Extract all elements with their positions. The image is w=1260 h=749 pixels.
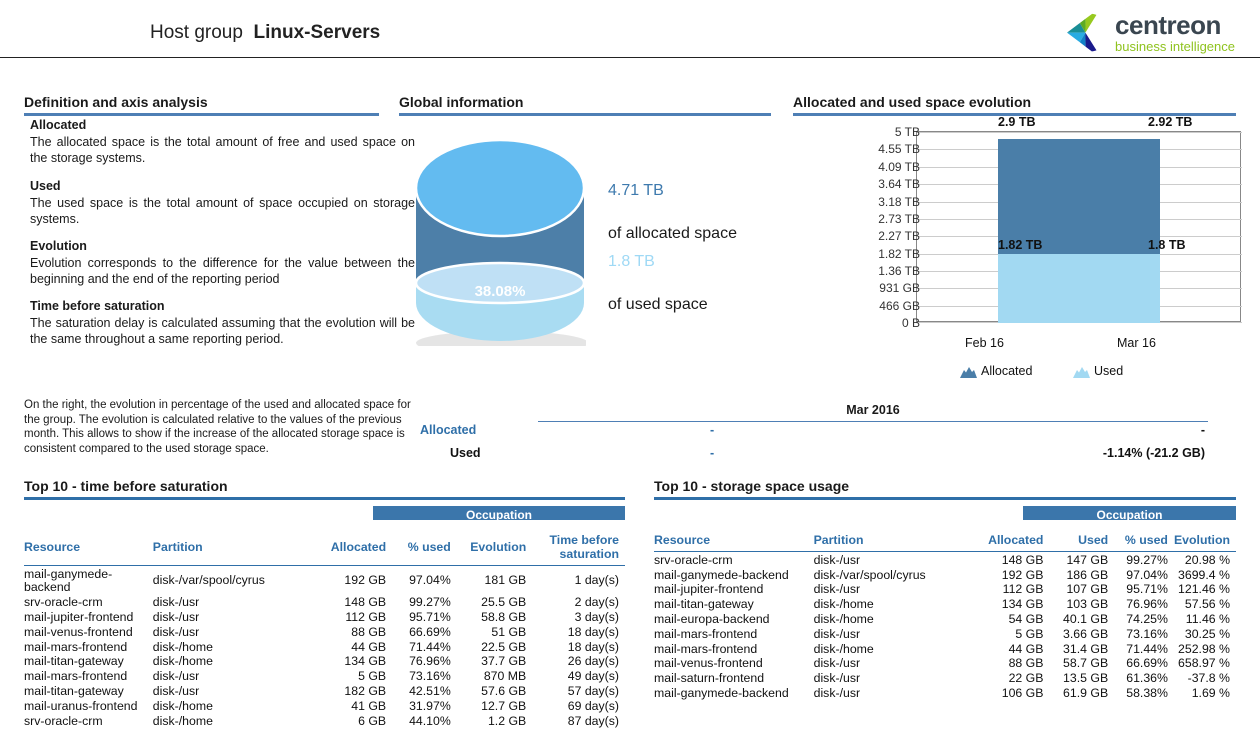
svg-text:38.08%: 38.08% — [475, 283, 526, 300]
